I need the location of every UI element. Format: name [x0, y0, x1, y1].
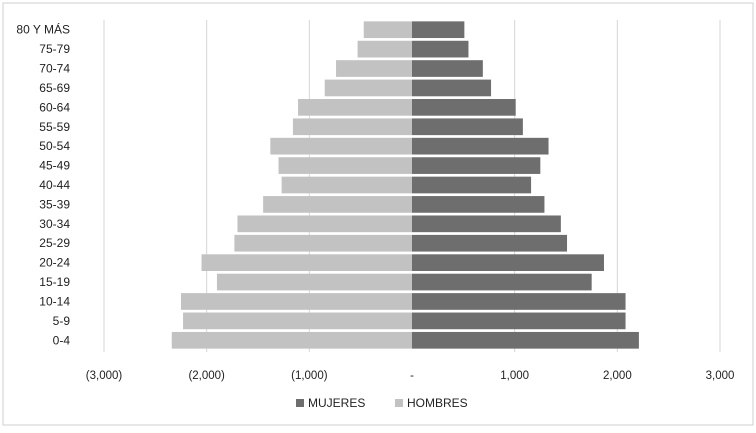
bar-mujeres-20-24: [412, 254, 604, 271]
y-tick-label: 30-34: [39, 217, 70, 231]
y-tick-label: 50-54: [39, 139, 70, 153]
y-tick-label: 75-79: [39, 42, 70, 56]
bar-hombres-25-29: [234, 234, 412, 252]
bar-mujeres-80-y-más: [412, 21, 465, 39]
bar-mujeres-35-39: [412, 196, 545, 213]
y-tick-label: 80 Y MÁS: [16, 22, 70, 37]
y-tick-label: 45-49: [39, 159, 70, 173]
y-tick-label: 25-29: [39, 236, 70, 250]
x-tick-label: 2,000: [603, 370, 632, 382]
bar-hombres-75-79: [357, 40, 412, 58]
bar-hombres-0-4: [171, 331, 412, 349]
bar-mujeres-45-49: [412, 157, 541, 174]
legend-label-hombres: HOMBRES: [407, 396, 468, 410]
bar-hombres-80-y-más: [363, 21, 412, 39]
bar-hombres-5-9: [183, 312, 412, 330]
bar-hombres-50-54: [270, 137, 412, 155]
bar-hombres-65-69: [324, 79, 412, 97]
bar-mujeres-50-54: [412, 137, 549, 155]
x-axis-tick-labels: (3,000) (2,000) (1,000) - 1,000 2,000 3,000: [86, 370, 735, 382]
y-tick-label: 65-69: [39, 81, 70, 95]
legend-swatch-mujeres: [296, 399, 304, 407]
bars: [171, 21, 639, 349]
y-tick-label: 20-24: [39, 256, 70, 270]
bar-mujeres-10-14: [412, 293, 626, 310]
y-tick-label: 40-44: [39, 178, 70, 192]
bar-hombres-10-14: [181, 293, 412, 310]
legend-swatch-hombres: [395, 399, 403, 407]
bar-hombres-15-19: [216, 273, 412, 291]
y-tick-label: 5-9: [53, 314, 71, 328]
bar-mujeres-55-59: [412, 118, 523, 136]
y-tick-label: 35-39: [39, 197, 70, 211]
x-tick-label: 1,000: [500, 370, 529, 382]
bar-mujeres-15-19: [412, 273, 592, 291]
legend: MUJERES HOMBRES: [296, 396, 468, 410]
bar-hombres-70-74: [336, 60, 412, 77]
bar-mujeres-40-44: [412, 176, 532, 194]
y-tick-label: 70-74: [39, 62, 70, 76]
y-axis-tick-labels: 0-4 5-9 10-14 15-19 20-24 25-29 30-34 35-39 40-4…: [16, 22, 70, 348]
x-tick-label: -: [410, 370, 414, 382]
bar-hombres-60-64: [298, 99, 412, 116]
y-tick-label: 60-64: [39, 100, 70, 114]
y-tick-label: 0-4: [53, 333, 71, 347]
bar-mujeres-65-69: [412, 79, 492, 97]
bar-mujeres-30-34: [412, 215, 561, 233]
y-tick-label: 55-59: [39, 120, 70, 134]
bar-hombres-40-44: [281, 176, 412, 194]
x-tick-label: (2,000): [188, 370, 225, 382]
bar-hombres-20-24: [201, 254, 412, 271]
x-tick-label: (1,000): [291, 370, 328, 382]
bar-hombres-55-59: [292, 118, 412, 136]
legend-label-mujeres: MUJERES: [308, 396, 365, 410]
bar-hombres-45-49: [278, 157, 412, 174]
y-tick-label: 15-19: [39, 275, 70, 289]
bar-hombres-30-34: [237, 215, 412, 233]
bar-mujeres-70-74: [412, 60, 483, 77]
x-tick-label: (3,000): [86, 370, 123, 382]
bar-mujeres-5-9: [412, 312, 626, 330]
bar-mujeres-75-79: [412, 40, 469, 58]
bar-mujeres-0-4: [412, 331, 639, 349]
x-tick-label: 3,000: [706, 370, 735, 382]
y-tick-label: 10-14: [39, 294, 70, 308]
bar-mujeres-25-29: [412, 234, 568, 252]
bar-mujeres-60-64: [412, 99, 516, 116]
bar-hombres-35-39: [263, 196, 412, 213]
